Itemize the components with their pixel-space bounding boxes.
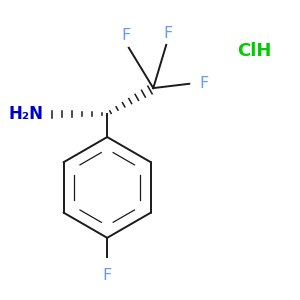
- Text: H₂N: H₂N: [9, 105, 44, 123]
- Text: F: F: [199, 76, 208, 91]
- Text: F: F: [103, 268, 112, 283]
- Text: F: F: [163, 26, 172, 40]
- Text: F: F: [121, 28, 130, 44]
- Text: ClH: ClH: [237, 42, 271, 60]
